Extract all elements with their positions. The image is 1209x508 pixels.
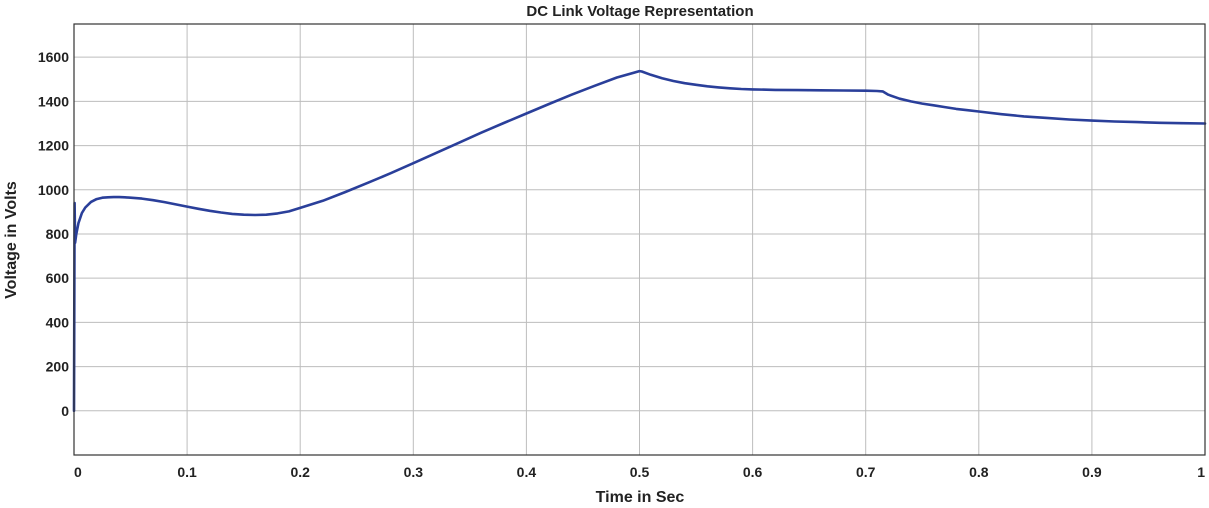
x-tick-label: 1 xyxy=(1197,464,1205,480)
x-tick-label: 0.4 xyxy=(517,464,537,480)
y-tick-labels: 0 200 400 600 800 1000 1200 1400 1600 xyxy=(38,49,69,419)
series-line-1 xyxy=(72,69,1207,413)
x-tick-label: 0.1 xyxy=(177,464,197,480)
x-axis-title: Time in Sec xyxy=(596,489,685,506)
y-tick-label: 600 xyxy=(46,270,70,286)
x-tick-label: 0.8 xyxy=(969,464,989,480)
y-tick-label: 0 xyxy=(61,403,69,419)
series-group xyxy=(72,69,1207,413)
chart-title: DC Link Voltage Representation xyxy=(526,3,753,20)
y-tick-label: 200 xyxy=(46,359,70,375)
x-tick-label: 0 xyxy=(74,464,82,480)
x-tick-label: 0.6 xyxy=(743,464,763,480)
plot-frame xyxy=(73,23,1206,456)
y-tick-label: 1400 xyxy=(38,93,69,109)
y-tick-label: 1600 xyxy=(38,49,69,65)
x-tick-label: 0.3 xyxy=(404,464,424,480)
y-axis-title: Voltage in Volts xyxy=(3,181,20,299)
x-tick-label: 0.5 xyxy=(630,464,650,480)
y-tick-label: 800 xyxy=(46,226,70,242)
y-tick-label: 400 xyxy=(46,314,70,330)
x-tick-label: 0.2 xyxy=(290,464,310,480)
y-tick-label: 1000 xyxy=(38,182,69,198)
y-tick-label: 1200 xyxy=(38,138,69,154)
x-tick-label: 0.9 xyxy=(1082,464,1102,480)
x-tick-label: 0.7 xyxy=(856,464,876,480)
x-tick-labels: 0 0.1 0.2 0.3 0.4 0.5 0.6 0.7 0.8 0.9 1 xyxy=(74,464,1205,480)
